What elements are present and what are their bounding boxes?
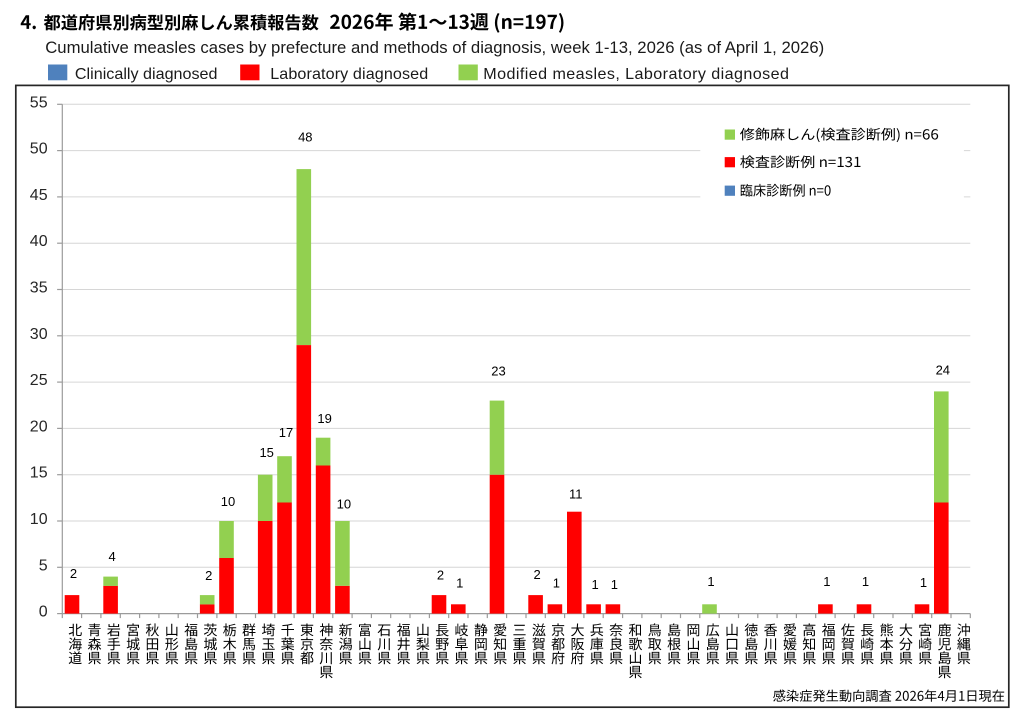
svg-text:45: 45 (30, 187, 48, 204)
svg-text:25: 25 (30, 372, 48, 389)
svg-text:2: 2 (205, 568, 212, 583)
svg-text:40: 40 (30, 233, 48, 250)
svg-text:35: 35 (30, 280, 48, 297)
svg-text:55: 55 (30, 94, 48, 111)
svg-text:50: 50 (30, 141, 48, 158)
svg-text:1: 1 (707, 574, 714, 589)
svg-text:30: 30 (30, 326, 48, 343)
svg-text:2: 2 (437, 567, 444, 582)
svg-text:Laboratory diagnosed: Laboratory diagnosed (270, 65, 428, 83)
svg-text:48: 48 (298, 130, 312, 145)
svg-text:1: 1 (591, 577, 598, 592)
svg-text:17: 17 (279, 425, 293, 440)
svg-text:11: 11 (569, 486, 583, 501)
svg-text:Modified measles, Laboratory d: Modified measles, Laboratory diagnosed (483, 65, 789, 83)
svg-text:19: 19 (317, 411, 331, 426)
svg-text:15: 15 (259, 445, 273, 460)
svg-text:0: 0 (39, 604, 48, 621)
svg-text:10: 10 (337, 497, 351, 512)
svg-text:2: 2 (533, 567, 540, 582)
svg-text:1: 1 (611, 577, 618, 592)
svg-text:1: 1 (862, 574, 869, 589)
svg-text:Clinically diagnosed: Clinically diagnosed (75, 65, 218, 83)
svg-text:1: 1 (456, 576, 463, 591)
svg-text:5: 5 (39, 557, 48, 574)
svg-text:1: 1 (823, 574, 830, 589)
svg-text:20: 20 (30, 418, 48, 435)
svg-text:1: 1 (920, 575, 927, 590)
svg-text:1: 1 (553, 576, 560, 591)
svg-text:4: 4 (108, 549, 115, 564)
svg-text:23: 23 (491, 363, 505, 378)
svg-text:24: 24 (936, 363, 950, 378)
svg-text:Cumulative measles cases by pr: Cumulative measles cases by prefecture a… (45, 38, 824, 57)
svg-text:10: 10 (221, 494, 235, 509)
svg-text:15: 15 (30, 465, 48, 482)
svg-text:2: 2 (70, 566, 77, 581)
svg-text:10: 10 (30, 511, 48, 528)
